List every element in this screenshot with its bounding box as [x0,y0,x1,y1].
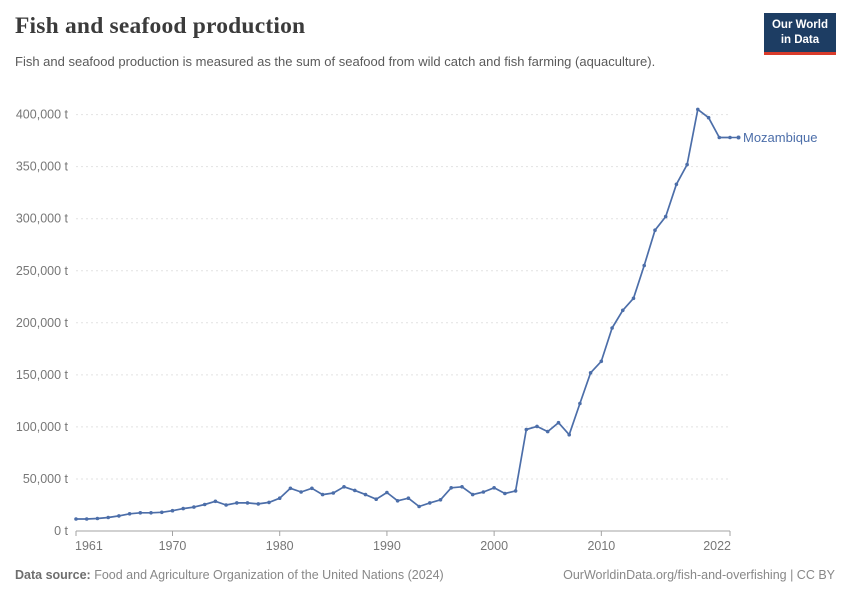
data-source-note: Data source: Food and Agriculture Organi… [15,568,444,582]
y-axis-label: 350,000 t [16,160,69,174]
data-point[interactable] [545,429,550,434]
data-point[interactable] [256,502,261,506]
data-point[interactable] [213,499,218,504]
data-point[interactable] [374,497,379,502]
data-point[interactable] [567,432,571,437]
x-axis-label: 1961 [75,539,103,553]
data-point[interactable] [428,501,432,505]
data-point[interactable] [513,489,518,493]
data-point[interactable] [492,486,496,490]
data-point[interactable] [470,492,475,497]
data-point[interactable] [717,135,722,140]
data-point[interactable] [95,516,100,521]
x-axis-label: 2000 [480,539,508,553]
data-point[interactable] [342,485,346,489]
data-point[interactable] [320,492,325,497]
data-point[interactable] [406,496,411,501]
data-point[interactable] [556,420,561,425]
y-axis-label: 50,000 t [23,472,69,486]
series-line-mozambique[interactable] [75,108,731,520]
y-axis-label: 250,000 t [16,264,69,278]
data-point[interactable] [267,500,271,505]
data-point[interactable] [503,491,507,496]
data-point[interactable] [417,504,421,509]
x-axis-label: 1980 [266,539,294,553]
data-point[interactable] [160,510,164,515]
y-axis-label: 200,000 t [16,316,69,330]
data-point[interactable] [438,498,443,502]
data-point[interactable] [395,499,400,503]
data-point[interactable] [385,490,389,495]
data-point[interactable] [74,517,78,521]
x-axis-label: 2022 [703,539,731,553]
data-point[interactable] [181,506,185,511]
data-source-text: Food and Agriculture Organization of the… [90,568,444,582]
data-point[interactable] [245,501,250,505]
series-end-dot [736,135,741,140]
data-point[interactable] [578,401,582,406]
y-axis-label: 150,000 t [16,368,69,382]
data-point[interactable] [663,214,668,219]
data-point[interactable] [202,502,207,507]
data-point[interactable] [149,511,153,515]
owid-logo: Our World in Data [763,13,836,55]
y-axis-label: 400,000 t [16,108,69,122]
data-point[interactable] [449,486,454,490]
data-point[interactable] [170,508,175,513]
data-source-label: Data source: [15,568,91,582]
x-axis-label: 2010 [587,539,615,553]
data-point[interactable] [642,263,646,268]
credit-link[interactable]: OurWorldinData.org/fish-and-overfishing … [563,568,835,582]
data-point[interactable] [138,511,143,515]
data-point[interactable] [706,115,711,120]
owid-logo-line1: Our World [771,19,828,31]
data-point[interactable] [277,496,282,501]
data-point[interactable] [310,486,314,491]
data-point[interactable] [599,359,604,364]
data-point[interactable] [621,308,625,313]
data-point[interactable] [524,427,529,432]
data-point[interactable] [127,512,132,516]
data-point[interactable] [653,228,657,232]
data-point[interactable] [235,501,239,505]
data-point[interactable] [728,135,732,140]
page-title: Fish and seafood production [15,13,306,39]
data-point[interactable] [106,515,110,520]
data-point[interactable] [224,503,228,507]
data-point[interactable] [685,162,689,167]
y-axis-label: 100,000 t [16,420,69,434]
data-point[interactable] [610,326,614,330]
y-axis-label: 0 t [54,524,68,538]
data-point[interactable] [674,182,679,187]
data-point[interactable] [481,490,486,494]
y-axis-label: 300,000 t [16,212,69,226]
data-point[interactable] [631,296,636,301]
data-point[interactable] [535,424,539,429]
data-point[interactable] [460,485,464,489]
series-entity-label[interactable]: Mozambique [743,130,817,145]
data-point[interactable] [696,107,700,112]
data-point[interactable] [299,490,303,494]
data-point[interactable] [331,491,336,495]
data-point[interactable] [84,517,89,521]
data-point[interactable] [588,371,593,375]
chart-subtitle: Fish and seafood production is measured … [15,54,656,69]
data-point[interactable] [363,492,368,497]
data-point[interactable] [288,486,293,491]
data-point[interactable] [192,505,196,509]
x-axis-label: 1990 [373,539,401,553]
owid-logo-line2: in Data [780,33,820,46]
data-point[interactable] [117,514,121,518]
data-point[interactable] [353,488,357,493]
x-axis-label: 1970 [159,539,187,553]
